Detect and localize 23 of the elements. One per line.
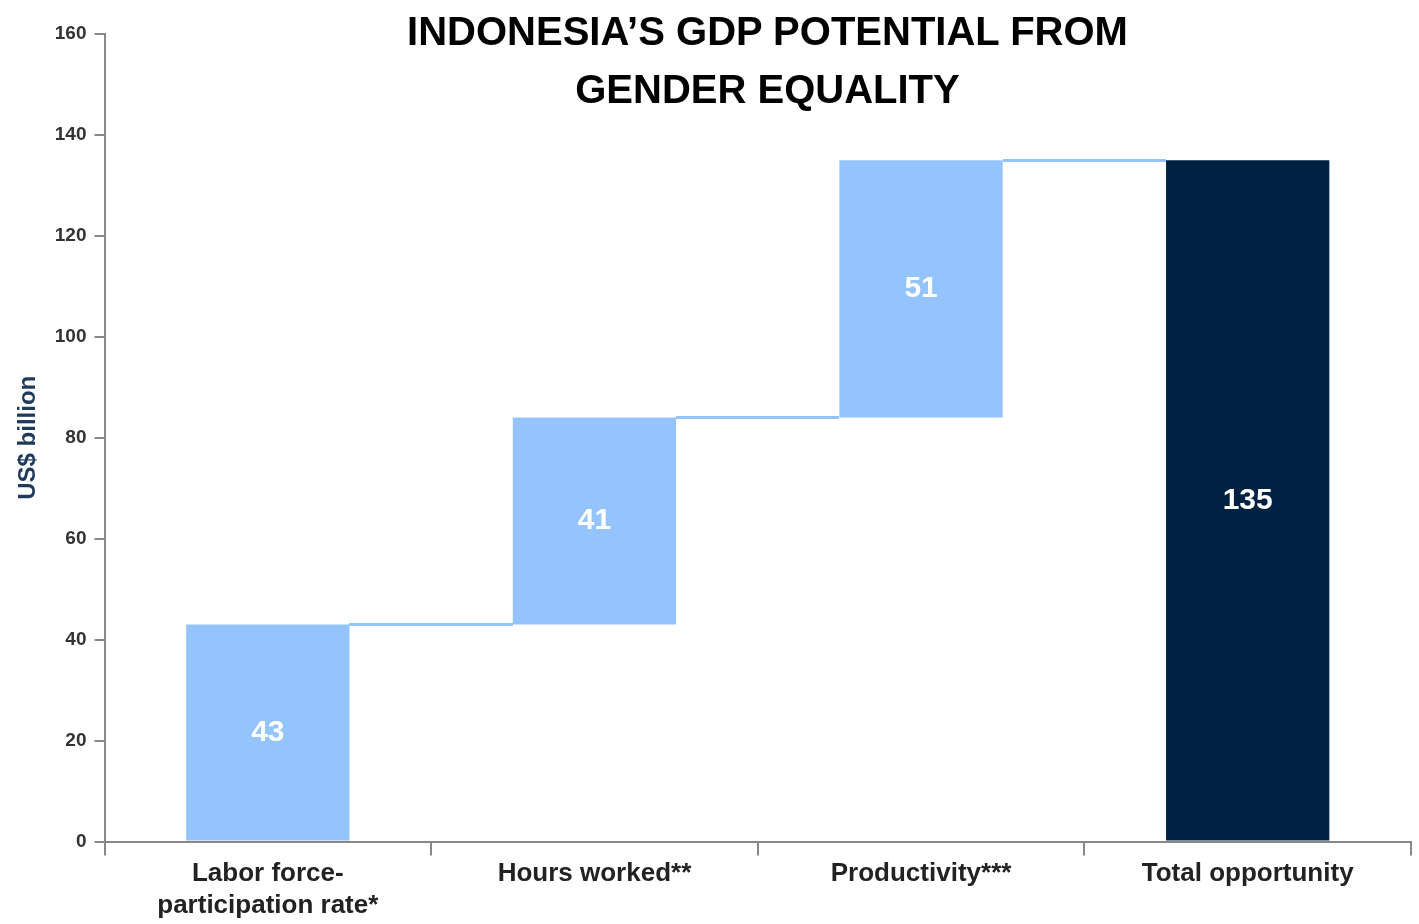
data-label: 43 — [251, 713, 285, 747]
y-tick-label: 100 — [54, 325, 87, 347]
y-tick-label: 140 — [54, 123, 87, 145]
bar — [839, 160, 1003, 418]
y-tick-label: 160 — [54, 22, 87, 44]
x-tick-label: Hours worked** — [497, 857, 693, 888]
y-tick-label: 80 — [65, 426, 87, 448]
bar — [512, 417, 677, 625]
y-axis-title: US$ billion — [13, 375, 41, 500]
data-label: 41 — [577, 502, 612, 536]
data-label: 135 — [1222, 481, 1273, 515]
x-tick-label: Total opportunity — [1141, 857, 1355, 888]
y-tick-label: 20 — [65, 728, 87, 750]
y-tick-label: 0 — [75, 829, 87, 851]
y-tick-label: 40 — [65, 627, 87, 649]
y-tick-label: 60 — [65, 526, 87, 548]
data-label: 51 — [904, 270, 938, 304]
x-tick-label: Productivity*** — [830, 857, 1013, 888]
chart-title: INDONESIA’S GDP POTENTIAL FROM GENDER EQUALITY — [406, 8, 1129, 113]
x-tick-label: Labor force-participation rate* — [157, 857, 380, 919]
bar — [1166, 160, 1330, 841]
y-tick-label: 120 — [54, 224, 87, 246]
bar — [186, 624, 350, 841]
